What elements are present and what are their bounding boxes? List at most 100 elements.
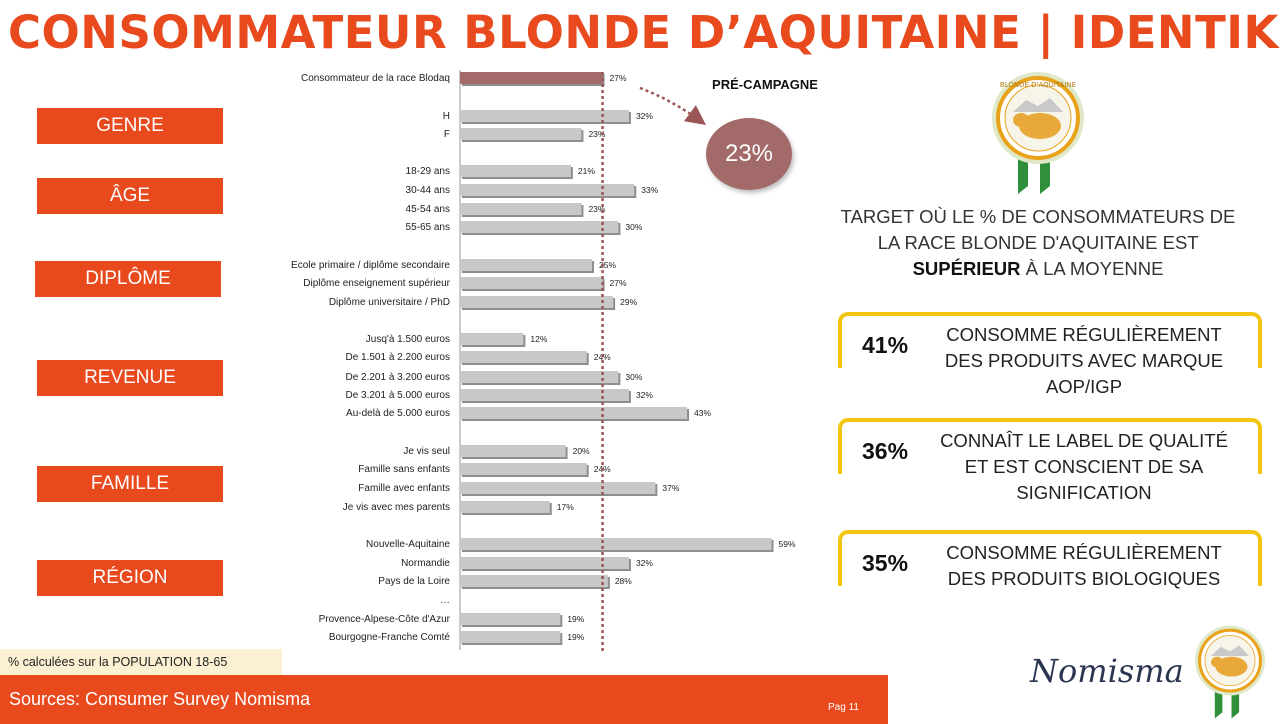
logo-text: BLONDE D'AQUITAINE (1000, 81, 1076, 89)
bar-label: Ecole primaire / diplôme secondaire (291, 260, 450, 271)
bar-label: De 3.201 à 5.000 euros (345, 390, 450, 401)
stat-pct: 35% (862, 550, 909, 576)
bar (460, 575, 608, 587)
pre-campagne-label: PRÉ-CAMPAGNE (712, 77, 818, 92)
bar (460, 463, 587, 475)
page-number: Pag 11 (828, 702, 859, 713)
stat-pct: 41% (862, 332, 909, 358)
bar-value-label: 23% (588, 129, 605, 139)
category-famille: FAMILLE (37, 466, 223, 502)
category-genre: GENRE (37, 108, 223, 144)
stat-pct: 36% (862, 438, 909, 464)
bar-value-label: 19% (567, 614, 584, 624)
bar-value-label: 21% (578, 166, 595, 176)
footer-bar: Sources: Consumer Survey Nomisma Pag 11 (0, 675, 888, 724)
category-revenue: REVENUE (37, 360, 223, 396)
stat-box: 35% CONSOMME RÉGULIÈREMENT DES PRODUITS … (838, 530, 1262, 589)
bar (460, 371, 619, 383)
bar (460, 631, 561, 643)
stat-box: 41% CONSOMME RÉGULIÈREMENT DES PRODUITS … (838, 312, 1262, 397)
sources-text: Sources: Consumer Survey Nomisma (9, 689, 311, 709)
target-bold: SUPÉRIEUR (912, 258, 1021, 279)
bar-label: Diplôme enseignement supérieur (303, 278, 450, 289)
bar-label: … (440, 595, 450, 606)
target-line1: TARGET OÙ LE % DE CONSOMMATEURS DE LA RA… (840, 206, 1236, 253)
page-title: CONSOMMATEUR BLONDE D’AQUITAINE | IDENTI… (8, 6, 1280, 59)
bar-value-label: 23% (588, 204, 605, 214)
bar-reference (460, 72, 603, 84)
bar (460, 277, 603, 289)
bar (460, 333, 524, 345)
bar-label: H (443, 111, 450, 122)
bar-value-label: 59% (779, 539, 796, 549)
bar (460, 557, 629, 569)
bar-label: Consommateur de la race Blodaq (301, 73, 450, 84)
bar-label: Nouvelle-Aquitaine (366, 539, 450, 550)
bar-value-label: 19% (567, 632, 584, 642)
population-note: % calculées sur la POPULATION 18-65 (0, 649, 282, 675)
bar-value-label: 12% (530, 334, 547, 344)
blonde-aquitaine-logo-small (1195, 625, 1265, 719)
bar-value-label: 27% (610, 278, 627, 288)
bar-label: Diplôme universitaire / PhD (329, 297, 450, 308)
bar (460, 501, 550, 513)
bar-label: 45-54 ans (406, 204, 450, 215)
bar-value-label: 37% (662, 483, 679, 493)
bar-label: Provence-Alpese-Côte d'Azur (319, 614, 451, 625)
bar-value-label: 28% (615, 576, 632, 586)
pre-campagne-value: 23% (706, 118, 792, 190)
bar (460, 165, 571, 177)
bar-value-label: 20% (573, 446, 590, 456)
bar-label: Bourgogne-Franche Comté (329, 632, 451, 643)
stat-text: CONSOMME RÉGULIÈREMENT DES PRODUITS AVEC… (944, 324, 1224, 397)
bar-label: 30-44 ans (406, 185, 450, 196)
bar-label: Je vis avec mes parents (343, 502, 450, 513)
stat-text: CONSOMME RÉGULIÈREMENT DES PRODUITS BIOL… (946, 542, 1222, 589)
bar-label: Famille avec enfants (358, 483, 450, 494)
bar-value-label: 43% (694, 408, 711, 418)
bar (460, 482, 656, 494)
bar (460, 445, 566, 457)
stat-text: CONNAÎT LE LABEL DE QUALITÉ ET EST CONSC… (940, 430, 1228, 503)
target-line2: À LA MOYENNE (1025, 258, 1164, 279)
bar (460, 389, 629, 401)
bar-label: Normandie (401, 558, 450, 569)
bar (460, 128, 582, 140)
bar-value-label: 32% (636, 558, 653, 568)
bar-value-label: 32% (636, 390, 653, 400)
bar-label: 55-65 ans (406, 222, 450, 233)
bar-value-label: 29% (620, 297, 637, 307)
bar (460, 110, 629, 122)
bar-value-label: 30% (625, 372, 642, 382)
bar-label: De 1.501 à 2.200 euros (345, 352, 450, 363)
bar (460, 538, 772, 550)
stat-box: 36% CONNAÎT LE LABEL DE QUALITÉ ET EST C… (838, 418, 1262, 503)
bar (460, 259, 592, 271)
bar (460, 184, 635, 196)
bar-value-label: 17% (557, 502, 574, 512)
pre-campagne-arrow (639, 86, 707, 125)
category-diplome: DIPLÔME (35, 261, 221, 297)
bar-label: F (444, 129, 450, 140)
bar-value-label: 27% (610, 73, 627, 83)
bar-value-label: 30% (625, 222, 642, 232)
bar-label: 18-29 ans (406, 166, 450, 177)
bar-label: De 2.201 à 3.200 euros (345, 372, 450, 383)
bar-label: Pays de la Loire (378, 576, 450, 587)
bar (460, 296, 614, 308)
bar (460, 407, 688, 419)
target-description: TARGET OÙ LE % DE CONSOMMATEURS DE LA RA… (838, 204, 1238, 282)
bar-label: Famille sans enfants (358, 464, 450, 475)
bar-label: Jusq'à 1.500 euros (366, 334, 450, 345)
bar-label: Au-delà de 5.000 euros (346, 408, 450, 419)
bar (460, 613, 561, 625)
bar-label: Je vis seul (403, 446, 450, 457)
bar-value-label: 32% (636, 111, 653, 121)
nomisma-logo: Nomisma (1030, 652, 1184, 690)
bar (460, 203, 582, 215)
bar-value-label: 33% (641, 185, 658, 195)
bar-value-label: 25% (599, 260, 616, 270)
blonde-aquitaine-logo: BLONDE D'AQUITAINE (992, 72, 1084, 194)
category-region: RÉGION (37, 560, 223, 596)
